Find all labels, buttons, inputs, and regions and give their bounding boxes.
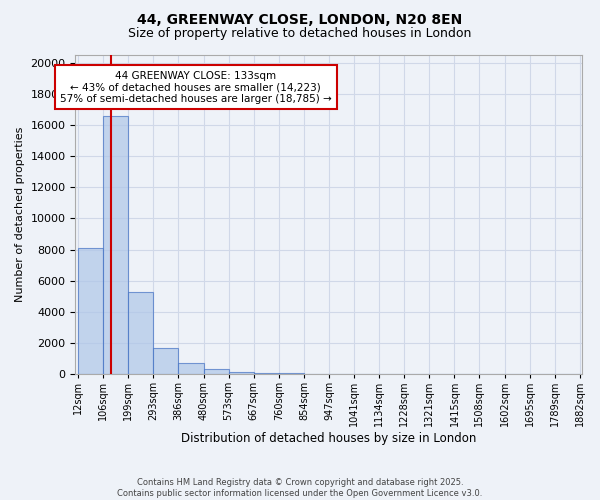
Bar [103,116,128,374]
Bar [154,348,178,374]
Bar [254,373,279,374]
Text: Size of property relative to detached houses in London: Size of property relative to detached ho… [128,28,472,40]
Bar [178,363,203,374]
Text: 44 GREENWAY CLOSE: 133sqm
← 43% of detached houses are smaller (14,223)
57% of s: 44 GREENWAY CLOSE: 133sqm ← 43% of detac… [60,70,331,104]
Bar [203,370,229,374]
Bar [229,372,254,374]
Bar [128,292,154,374]
Y-axis label: Number of detached properties: Number of detached properties [15,127,25,302]
Text: Contains HM Land Registry data © Crown copyright and database right 2025.
Contai: Contains HM Land Registry data © Crown c… [118,478,482,498]
X-axis label: Distribution of detached houses by size in London: Distribution of detached houses by size … [181,432,476,445]
Bar [78,248,103,374]
Text: 44, GREENWAY CLOSE, LONDON, N20 8EN: 44, GREENWAY CLOSE, LONDON, N20 8EN [137,12,463,26]
